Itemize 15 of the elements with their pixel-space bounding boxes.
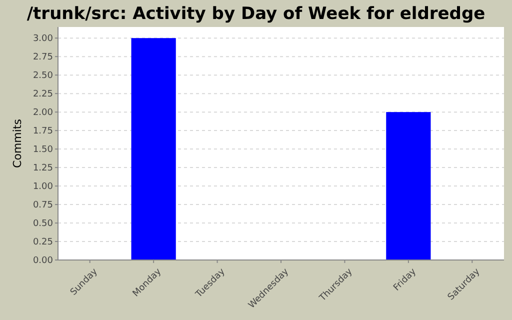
y-tick-label: 0.00 [32,256,54,266]
y-tick-label: 2.00 [32,108,54,118]
y-tick-label: 0.75 [32,200,53,210]
y-tick-label: 0.50 [32,218,54,229]
y-tick-label: 2.50 [32,70,54,81]
y-tick-label: 2.25 [32,89,53,100]
y-tick-label: 2.75 [32,52,53,62]
y-tick-label: 1.50 [32,144,54,155]
y-axis-title: Commits [11,118,24,168]
y-tick-label: 3.00 [32,34,54,44]
y-tick-label: 1.75 [32,126,53,136]
y-tick-label: 0.25 [32,237,53,248]
y-tick-label: 1.25 [32,163,53,174]
y-tick-label: 1.00 [32,182,54,192]
chart-title: /trunk/src: Activity by Day of Week for eldredge [26,4,486,24]
